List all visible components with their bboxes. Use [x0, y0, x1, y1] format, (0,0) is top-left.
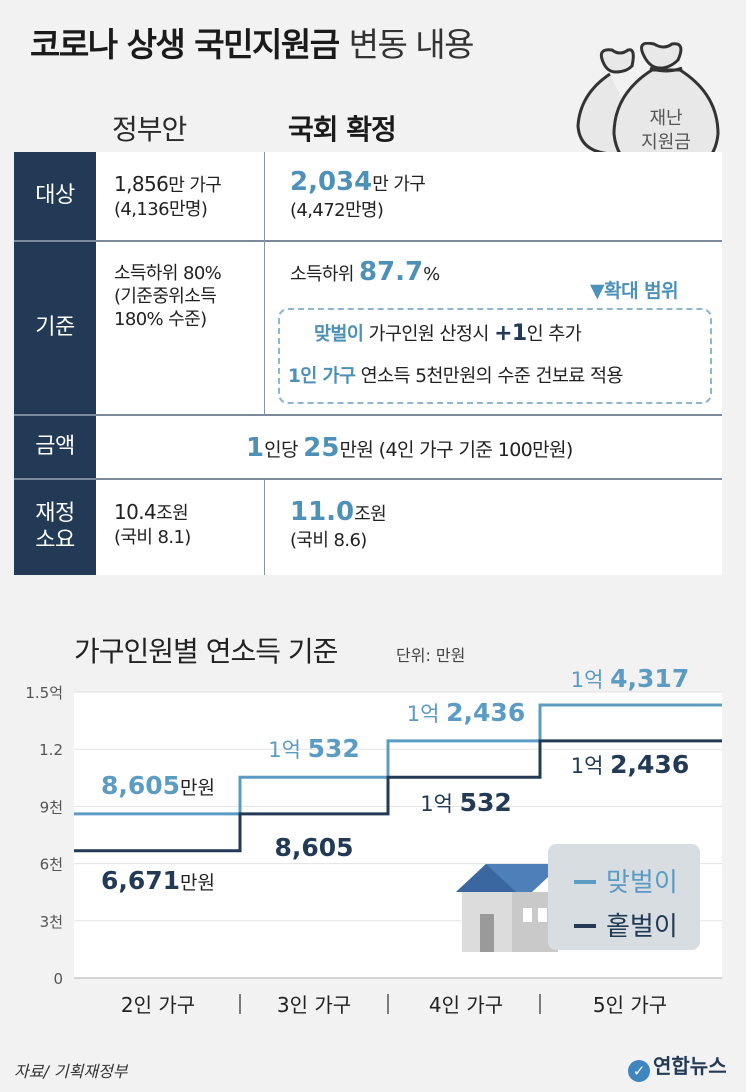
data-label-dual-income: 1억 4,317: [571, 664, 689, 693]
logo-mark-icon: ✓: [628, 1060, 650, 1082]
row-divider: [14, 414, 722, 416]
x-category-label: 2인 가구: [121, 993, 195, 1017]
column-header-government: 정부안: [112, 113, 187, 146]
data-label-single-income: 8,605: [274, 833, 353, 862]
data-label-dual-income: 1억 2,436: [407, 698, 525, 727]
data-label-dual-income: 8,605만원: [101, 771, 215, 800]
nat-target: 2,034만 가구 (4,472만명): [290, 167, 426, 222]
data-label-dual-income: 1억 532: [268, 734, 360, 763]
x-category-label: 4인 가구: [429, 993, 503, 1017]
legend-label-single: 홑벌이: [606, 912, 678, 942]
money-bag-icon: 재난 지원금: [574, 41, 724, 182]
amount-value: 1인당 25만원 (4인 가구 기준 100만원): [246, 433, 573, 463]
gov-criteria: 소득하위 80% (기준중위소득 180% 수준): [114, 263, 222, 331]
bag-label-line1: 재난: [649, 108, 682, 129]
row-label-budget-line2: 소요: [35, 527, 75, 553]
series-line-dual-income: [74, 703, 722, 816]
row-divider: [14, 478, 722, 480]
row-label-budget-line1: 재정: [35, 501, 75, 527]
dual-income-note: 맞벌이 가구인원 산정시 +1인 추가: [314, 321, 582, 346]
data-label-single-income: 1억 2,436: [571, 750, 689, 779]
y-tick-label: 3천: [40, 913, 63, 931]
page-title: 코로나 상생 국민지원금 변동 내용: [30, 25, 475, 64]
bag-label-line2: 지원금: [641, 132, 691, 153]
chart-unit: 단위: 만원: [396, 646, 466, 665]
y-tick-label: 1.2: [39, 741, 63, 759]
legend-label-dual: 맞벌이: [606, 868, 678, 898]
row-label-amount: 금액: [14, 416, 96, 478]
expanded-range-box: 맞벌이 가구인원 산정시 +1인 추가 1인 가구 연소득 5천만원의 수준 건…: [278, 308, 712, 404]
gov-budget: 10.4조원 (국비 8.1): [114, 500, 191, 548]
single-person-note: 1인 가구 연소득 5천만원의 수준 건보료 적용: [288, 366, 623, 387]
source-note: 자료/ 기획재정부: [14, 1062, 128, 1081]
house-icon: [456, 864, 562, 952]
row-divider: [14, 240, 722, 242]
y-tick-label: 6천: [40, 856, 63, 874]
row-label-budget: 재정 소요: [14, 480, 96, 575]
news-logo: ✓ 연합뉴스: [628, 1050, 727, 1082]
column-header-national: 국회 확정: [288, 113, 397, 146]
column-divider: [264, 152, 265, 414]
y-tick-label: 1.5억: [25, 684, 63, 702]
row-label-criteria: 기준: [14, 242, 96, 414]
series-line-single-income: [74, 739, 722, 853]
nat-budget: 11.0조원 (국비 8.6): [290, 497, 387, 552]
income-step-chart: 0 3천 6천 9천 1.2 1.5억 8,605만원 1억 532 1억 2,436 1억 4…: [25, 664, 722, 1017]
nat-criteria: 소득하위 87.7%: [290, 257, 440, 287]
chart-legend: 맞벌이 홑벌이: [548, 844, 700, 950]
y-tick-label: 9천: [40, 798, 63, 816]
data-label-single-income: 1억 532: [420, 788, 512, 817]
row-label-target: 대상: [14, 152, 96, 240]
chart-title: 가구인원별 연소득 기준: [74, 635, 338, 668]
x-category-label: 3인 가구: [277, 993, 351, 1017]
gov-target: 1,856만 가구 (4,136만명): [114, 172, 222, 220]
column-divider: [264, 480, 265, 575]
expanded-range-label: ▼확대 범위: [590, 280, 679, 302]
data-label-single-income: 6,671만원: [101, 866, 215, 895]
x-category-label: 5인 가구: [593, 993, 667, 1017]
y-tick-label: 0: [53, 970, 63, 988]
